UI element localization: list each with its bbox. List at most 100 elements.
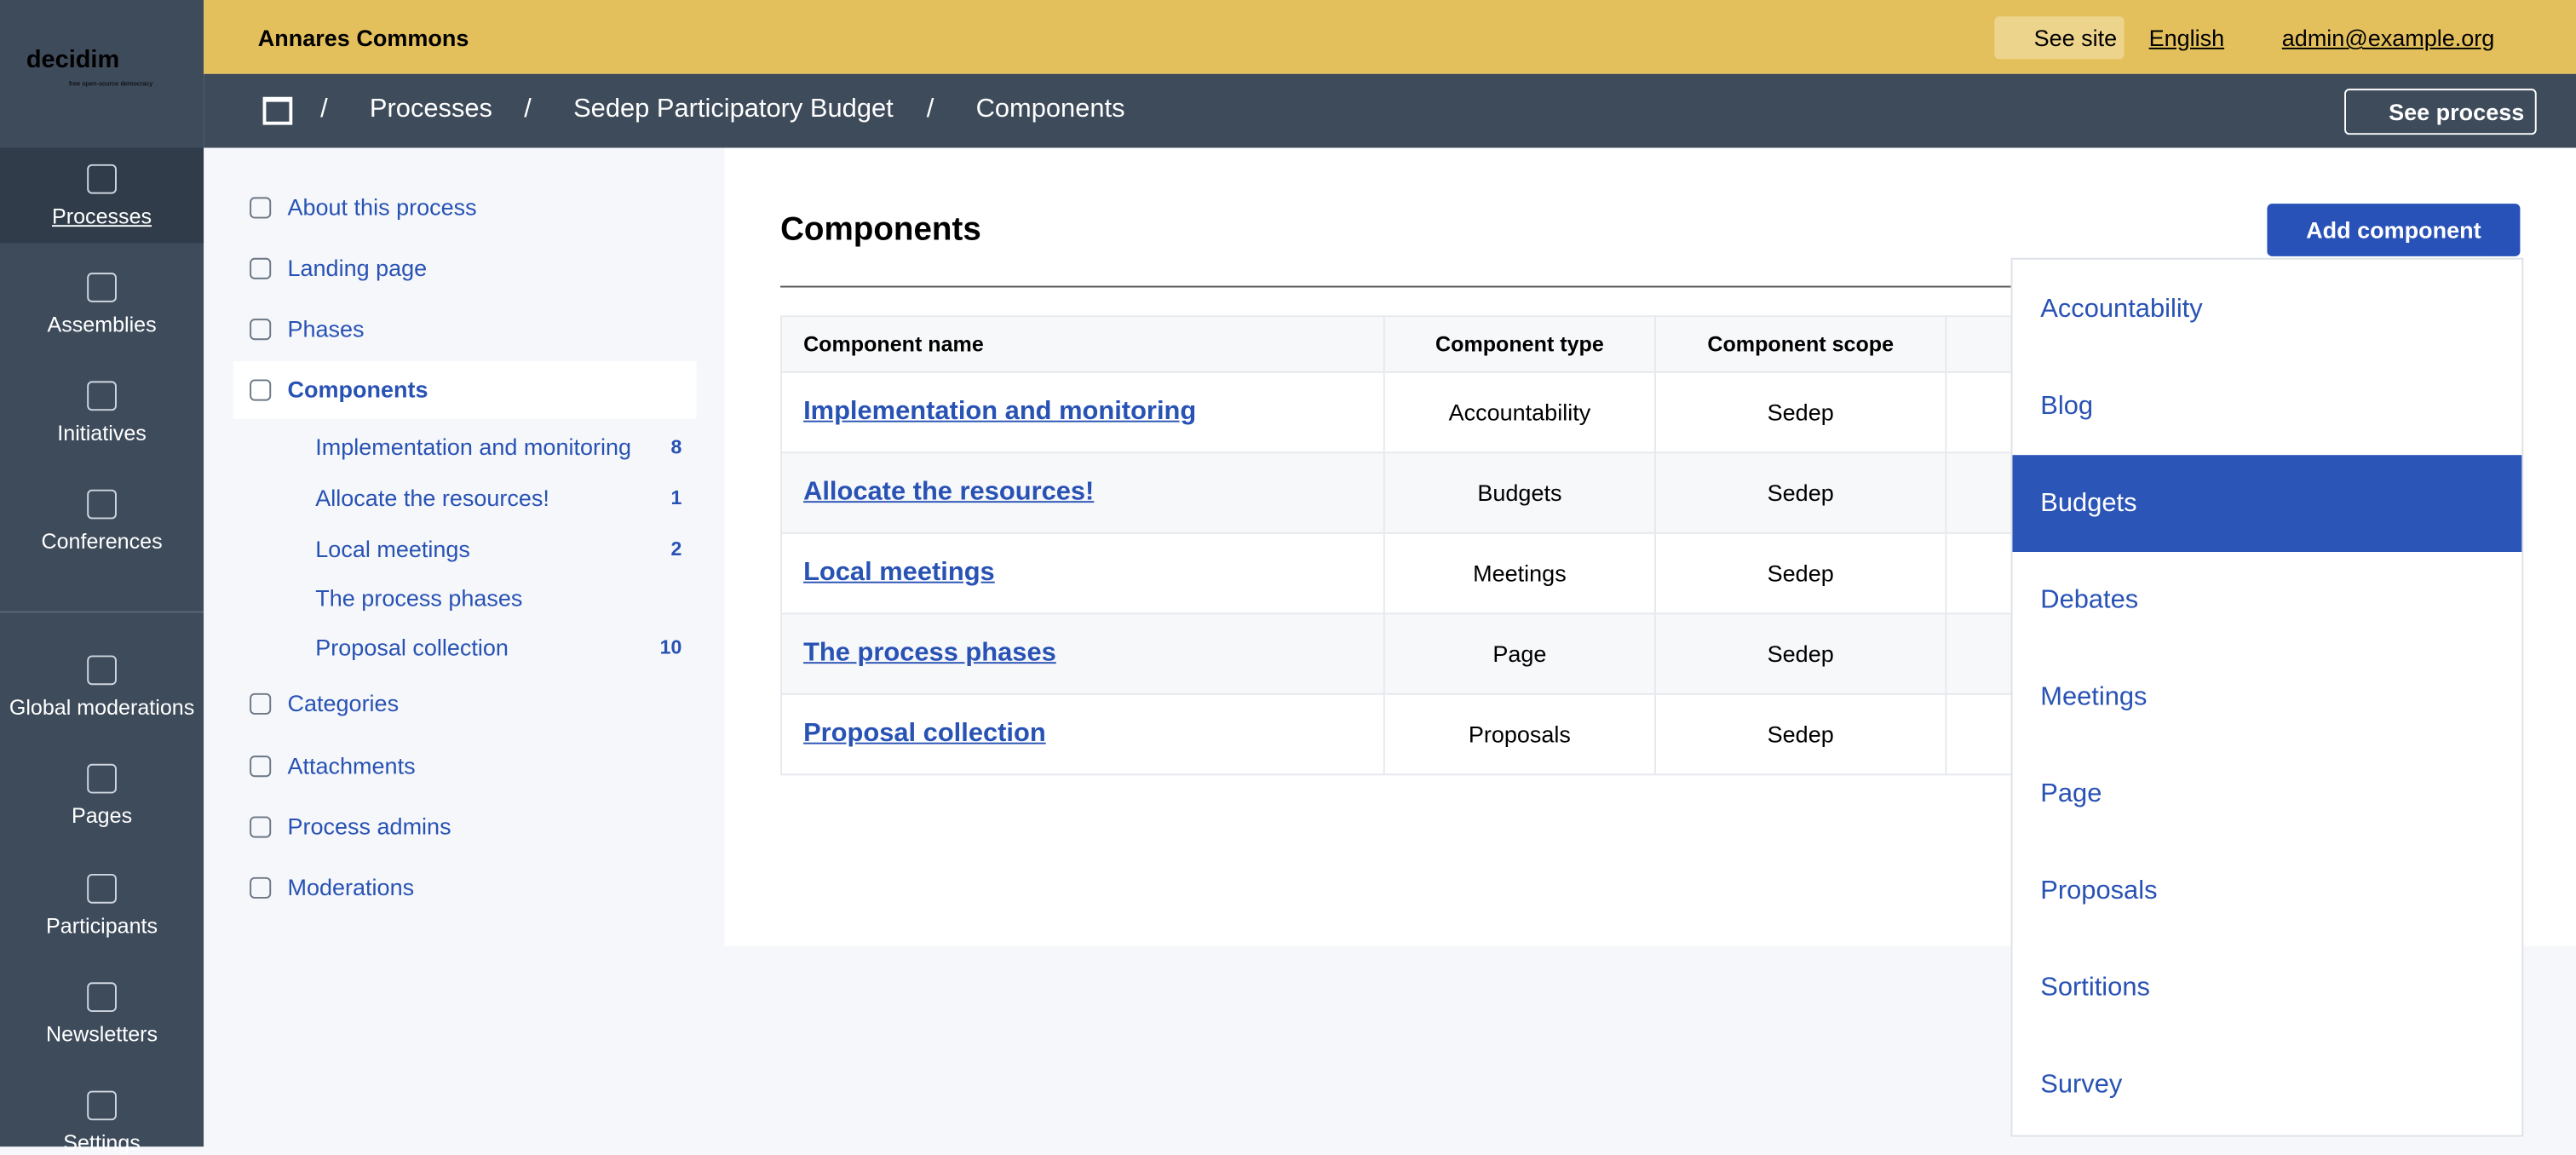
dropdown-item[interactable]: Sortitions bbox=[2040, 974, 2150, 1003]
sidebar-item[interactable]: Pages bbox=[0, 763, 204, 828]
nav-item[interactable]: About this process bbox=[287, 193, 477, 221]
cell: Budgets bbox=[1383, 451, 1656, 534]
breadcrumb-item[interactable]: Components bbox=[975, 95, 1125, 124]
user-menu[interactable]: admin@example.org bbox=[2281, 24, 2495, 51]
cell-text: Budgets bbox=[1477, 480, 1562, 506]
nav-icon bbox=[250, 692, 272, 715]
cell: Accountability bbox=[1383, 371, 1656, 454]
cell: Sedep bbox=[1654, 451, 1947, 534]
icon bbox=[87, 982, 117, 1012]
count: 8 bbox=[670, 435, 682, 459]
cell-text: Accountability bbox=[1448, 399, 1591, 426]
see-process[interactable]: See process bbox=[2344, 89, 2536, 135]
count: 1 bbox=[670, 486, 682, 509]
cell: Implementation and monitoring bbox=[780, 371, 1385, 454]
breadcrumb-item[interactable]: Sedep Participatory Budget bbox=[573, 95, 894, 124]
nav-item[interactable]: Local meetings bbox=[315, 535, 470, 562]
column-header: Component type bbox=[1383, 315, 1656, 373]
cell: Allocate the resources! bbox=[780, 451, 1385, 534]
label: Settings bbox=[63, 1129, 141, 1155]
label: Newsletters bbox=[46, 1021, 158, 1047]
dropdown-item[interactable]: Meetings bbox=[2040, 683, 2148, 712]
component-link[interactable]: Allocate the resources! bbox=[803, 478, 1095, 506]
sidebar-item[interactable]: Settings bbox=[0, 1090, 204, 1155]
nav-item[interactable]: Implementation and monitoring bbox=[315, 434, 632, 460]
nav-icon bbox=[250, 379, 272, 401]
dropdown-item[interactable]: Debates bbox=[2040, 586, 2139, 615]
component-link[interactable]: Proposal collection bbox=[803, 719, 1046, 748]
active-bg bbox=[233, 361, 697, 419]
component-link[interactable]: Local meetings bbox=[803, 558, 995, 587]
cell: Page bbox=[1383, 612, 1656, 695]
separator: / bbox=[926, 95, 934, 124]
nav-item[interactable]: Process admins bbox=[287, 813, 451, 840]
label: Initiatives bbox=[57, 420, 147, 445]
cell-text: Page bbox=[1492, 641, 1547, 667]
see-site[interactable]: See site bbox=[1994, 16, 2124, 60]
cell-text: Sedep bbox=[1767, 560, 1834, 587]
dropdown-item[interactable]: Survey bbox=[2040, 1071, 2123, 1100]
component-link[interactable]: Implementation and monitoring bbox=[803, 397, 1197, 426]
icon bbox=[87, 489, 117, 520]
cell: Proposal collection bbox=[780, 692, 1385, 776]
nav-item[interactable]: Phases bbox=[287, 315, 365, 342]
component-link[interactable]: The process phases bbox=[803, 639, 1056, 667]
count: 2 bbox=[670, 537, 682, 560]
label: Assemblies bbox=[47, 312, 157, 337]
nav-item[interactable]: Attachments bbox=[287, 752, 416, 779]
dropdown-item[interactable]: Accountability bbox=[2040, 296, 2203, 324]
component-dropdown: Accountability Blog Budgets Debates Meetings… bbox=[2010, 257, 2524, 1137]
dropdown-item[interactable]: Page bbox=[2040, 780, 2102, 808]
label: Processes bbox=[52, 204, 152, 229]
nav-icon bbox=[250, 876, 272, 899]
logo: decidim bbox=[26, 45, 120, 74]
icon bbox=[87, 1090, 117, 1121]
language[interactable]: English bbox=[2148, 24, 2225, 51]
icon bbox=[87, 164, 117, 194]
nav-item[interactable]: Allocate the resources! bbox=[315, 484, 549, 511]
dropdown-item[interactable]: Budgets bbox=[2012, 455, 2522, 552]
separator: / bbox=[320, 95, 328, 124]
sidebar-item[interactable]: Initiatives bbox=[0, 381, 204, 445]
table-row: Allocate the resources! Budgets Sedep bbox=[780, 451, 2047, 534]
table-row: Implementation and monitoring Accountabil… bbox=[780, 371, 2047, 454]
nav-item[interactable]: Moderations bbox=[287, 873, 415, 900]
icon bbox=[87, 873, 117, 904]
cell: The process phases bbox=[780, 612, 1385, 695]
icon bbox=[87, 381, 117, 411]
cell: Sedep bbox=[1654, 371, 1947, 454]
breadcrumb-item[interactable]: Processes bbox=[369, 95, 492, 124]
site-name[interactable]: Annares Commons bbox=[257, 24, 469, 51]
cell: Sedep bbox=[1654, 532, 1947, 615]
sidebar-item[interactable]: Newsletters bbox=[0, 982, 204, 1046]
nav-item[interactable]: Categories bbox=[287, 689, 400, 716]
process-nav: About this process Landing page Phases Comp… bbox=[204, 147, 725, 1147]
table-row: The process phases Page Sedep bbox=[780, 612, 2047, 695]
active-bg bbox=[0, 147, 204, 244]
sidebar-item[interactable]: Participants bbox=[0, 873, 204, 938]
dropdown-item[interactable]: Proposals bbox=[2040, 876, 2158, 905]
dropdown-item[interactable]: Blog bbox=[2040, 392, 2094, 421]
sidebar-item[interactable]: Conferences bbox=[0, 489, 204, 554]
icon bbox=[87, 273, 117, 302]
cell-text: Sedep bbox=[1767, 641, 1834, 667]
sidebar-item[interactable]: Processes bbox=[0, 164, 204, 228]
title: Components bbox=[780, 211, 981, 249]
nav-item[interactable]: Landing page bbox=[287, 254, 428, 281]
components-table: Component name Component type Component sc… bbox=[780, 315, 2047, 776]
nav-item[interactable]: Proposal collection bbox=[315, 634, 509, 661]
sidebar-item[interactable]: Global moderations bbox=[0, 655, 204, 720]
add-component[interactable]: Add component bbox=[2267, 204, 2521, 256]
column-header: Component name bbox=[780, 315, 1385, 373]
home-icon[interactable] bbox=[262, 96, 293, 125]
sidebar-item[interactable]: Assemblies bbox=[0, 273, 204, 336]
label: Conferences bbox=[41, 528, 163, 554]
nav-item[interactable]: Components bbox=[287, 376, 428, 403]
cell-text: Meetings bbox=[1473, 560, 1567, 587]
cell: Sedep bbox=[1654, 612, 1947, 695]
nav-icon bbox=[250, 756, 272, 778]
nav-item[interactable]: The process phases bbox=[315, 584, 523, 612]
cell-text: Sedep bbox=[1767, 480, 1834, 506]
